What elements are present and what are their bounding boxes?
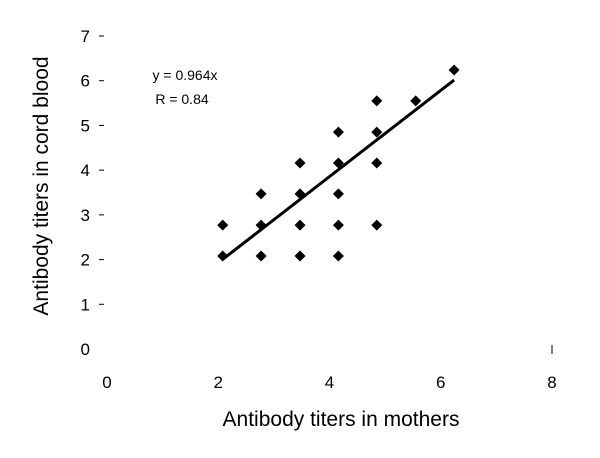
y-tick-label: 6 (81, 72, 90, 91)
y-axis-title: Antibody titers in cord blood (30, 56, 53, 315)
data-point (371, 157, 383, 169)
data-point (294, 219, 306, 231)
data-point (332, 126, 344, 138)
x-tick-label: 6 (436, 373, 445, 392)
data-point (371, 219, 383, 231)
y-tick-label: 1 (81, 295, 90, 314)
data-point (217, 219, 229, 231)
data-point (255, 188, 267, 200)
data-point (294, 250, 306, 262)
y-tick-label: 5 (81, 116, 90, 135)
data-point (410, 95, 422, 107)
trendline-r-value: R = 0.84 (155, 91, 209, 107)
data-point (371, 95, 383, 107)
y-axis: 0 1 2 3 4 5 6 7 (81, 27, 104, 359)
x-tick-label: 4 (325, 373, 334, 392)
data-point (217, 250, 229, 262)
y-tick-label: 0 (81, 340, 90, 359)
data-points (217, 64, 460, 262)
data-point (255, 219, 267, 231)
data-point (371, 126, 383, 138)
trend-line (221, 78, 456, 261)
data-point (332, 219, 344, 231)
data-point (332, 250, 344, 262)
data-point (294, 188, 306, 200)
data-point (255, 250, 267, 262)
data-point (332, 157, 344, 169)
y-tick-label: 2 (81, 251, 90, 270)
x-axis-title: Antibody titers in mothers (223, 408, 460, 431)
x-axis: 0 2 4 6 8 (102, 345, 557, 392)
y-tick-label: 3 (81, 206, 90, 225)
x-tick-label: 2 (214, 373, 223, 392)
data-point (448, 64, 460, 76)
y-tick-label: 7 (81, 27, 90, 46)
x-tick-label: 8 (547, 373, 556, 392)
trendline-equation: y = 0.964x (153, 67, 218, 83)
data-point (332, 188, 344, 200)
data-point (294, 157, 306, 169)
x-tick-label: 0 (102, 373, 111, 392)
y-tick-label: 4 (81, 161, 90, 180)
